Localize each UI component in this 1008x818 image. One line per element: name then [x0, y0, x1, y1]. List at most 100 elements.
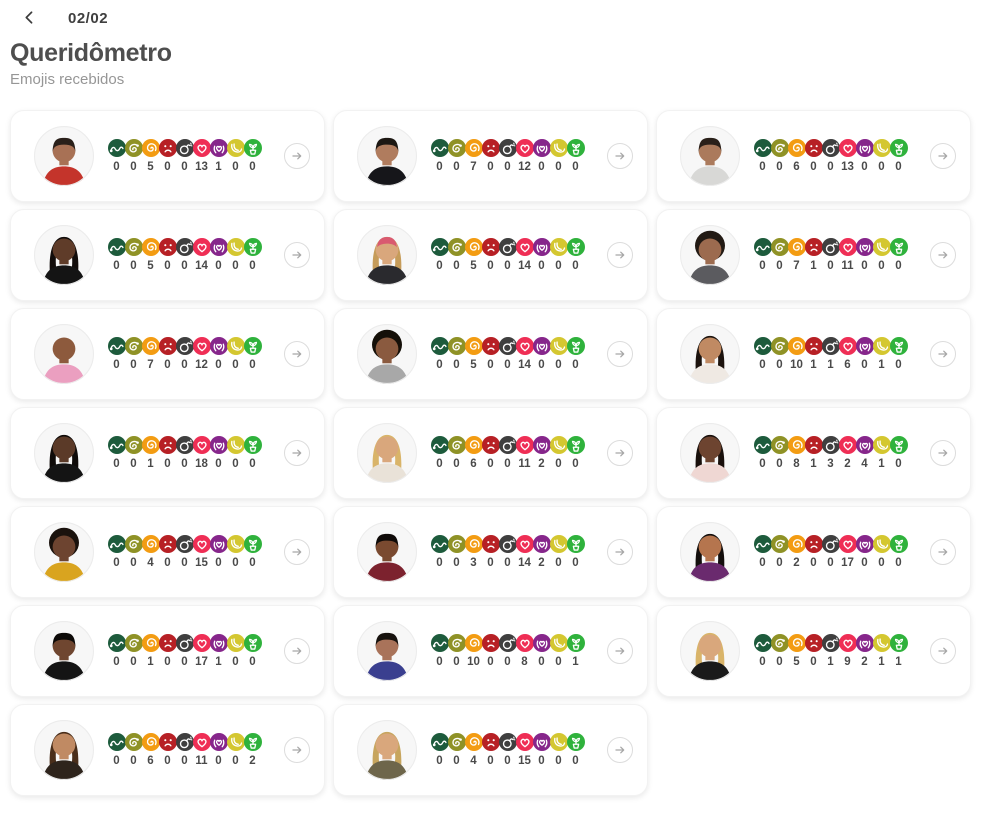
emoji-count: 0: [861, 260, 868, 272]
participant-card-14: 0 0 3 0 0 14 2 0 0: [333, 506, 648, 598]
emoji-count: 4: [470, 755, 477, 767]
plant-icon: [567, 634, 585, 652]
back-button[interactable]: [22, 10, 38, 27]
emoji-block: 0 0 6 0 0 11 2 0 0: [431, 436, 585, 470]
banana-icon: [550, 535, 568, 553]
worm-icon: [448, 733, 466, 751]
arrow-right-icon: [289, 742, 305, 758]
heart-hands-icon: [533, 139, 551, 157]
swirl-face-icon: [142, 535, 160, 553]
card-detail-arrow-button[interactable]: [284, 242, 310, 268]
card-detail-arrow-button[interactable]: [284, 539, 310, 565]
emoji-count: 1: [878, 458, 885, 470]
emoji-count: 1: [810, 359, 817, 371]
plant-icon: [244, 535, 262, 553]
heart-hands-icon: [533, 733, 551, 751]
emoji-count: 0: [113, 755, 120, 767]
emoji-count: 0: [538, 161, 545, 173]
emoji-count: 0: [436, 656, 443, 668]
emoji-count: 0: [504, 755, 511, 767]
banana-icon: [550, 139, 568, 157]
emoji-count: 0: [181, 557, 188, 569]
emoji-row: [108, 337, 262, 355]
emoji-count: 0: [487, 161, 494, 173]
counts-row: 0 0 6 0 0 13 0 0 0: [754, 161, 907, 173]
worm-icon: [771, 139, 789, 157]
emoji-count: 12: [518, 161, 531, 173]
banana-icon: [550, 337, 568, 355]
emoji-count: 0: [232, 656, 239, 668]
card-detail-arrow-button[interactable]: [284, 440, 310, 466]
heart-icon: [193, 436, 211, 454]
heart-icon: [193, 238, 211, 256]
arrow-right-icon: [612, 742, 628, 758]
card-detail-arrow-button[interactable]: [284, 737, 310, 763]
snake-icon: [754, 139, 772, 157]
card-detail-arrow-button[interactable]: [284, 143, 310, 169]
worm-icon: [125, 634, 143, 652]
emoji-count: 1: [147, 458, 154, 470]
emoji-count: 0: [130, 656, 137, 668]
emoji-count: 0: [130, 359, 137, 371]
arrow-right-icon: [289, 346, 305, 362]
plant-icon: [244, 337, 262, 355]
sad-face-icon: [805, 238, 823, 256]
emoji-block: 0 0 1 0 0 17 1 0 0: [108, 634, 262, 668]
bomb-icon: [176, 337, 194, 355]
plant-icon: [890, 535, 908, 553]
avatar: [679, 323, 741, 385]
emoji-count: 0: [249, 359, 256, 371]
worm-icon: [125, 535, 143, 553]
counts-row: 0 0 10 0 0 8 0 0 1: [431, 656, 584, 668]
plant-icon: [567, 436, 585, 454]
emoji-block: 0 0 5 0 0 13 1 0 0: [108, 139, 262, 173]
participant-card-17: 0 0 10 0 0 8 0 0 1: [333, 605, 648, 697]
emoji-count: 0: [878, 161, 885, 173]
heart-icon: [839, 436, 857, 454]
worm-icon: [448, 535, 466, 553]
sad-face-icon: [805, 337, 823, 355]
emoji-count: 0: [130, 260, 137, 272]
emoji-count: 0: [453, 359, 460, 371]
plant-icon: [567, 535, 585, 553]
emoji-row: [108, 634, 262, 652]
card-detail-arrow-button[interactable]: [607, 539, 633, 565]
card-detail-arrow-button[interactable]: [930, 242, 956, 268]
counts-row: 0 0 6 0 0 11 2 0 0: [431, 458, 584, 470]
card-detail-arrow-button[interactable]: [930, 539, 956, 565]
card-detail-arrow-button[interactable]: [284, 341, 310, 367]
emoji-count: 15: [518, 755, 531, 767]
card-detail-arrow-button[interactable]: [607, 737, 633, 763]
emoji-count: 0: [453, 755, 460, 767]
card-detail-arrow-button[interactable]: [607, 638, 633, 664]
card-detail-arrow-button[interactable]: [930, 341, 956, 367]
emoji-count: 13: [195, 161, 208, 173]
emoji-row: [431, 733, 585, 751]
card-detail-arrow-button[interactable]: [930, 143, 956, 169]
emoji-count: 0: [181, 755, 188, 767]
card-detail-arrow-button[interactable]: [607, 341, 633, 367]
participant-card-1: 0 0 5 0 0 13 1 0 0: [10, 110, 325, 202]
emoji-count: 0: [487, 458, 494, 470]
card-detail-arrow-button[interactable]: [607, 242, 633, 268]
emoji-count: 0: [436, 458, 443, 470]
emoji-count: 7: [147, 359, 154, 371]
heart-hands-icon: [533, 436, 551, 454]
avatar: [356, 125, 418, 187]
emoji-count: 10: [467, 656, 480, 668]
plant-icon: [890, 139, 908, 157]
card-detail-arrow-button[interactable]: [607, 143, 633, 169]
heart-icon: [516, 139, 534, 157]
plant-icon: [244, 139, 262, 157]
heart-hands-icon: [856, 139, 874, 157]
emoji-count: 0: [130, 755, 137, 767]
banana-icon: [227, 238, 245, 256]
bomb-icon: [499, 139, 517, 157]
card-detail-arrow-button[interactable]: [930, 440, 956, 466]
card-detail-arrow-button[interactable]: [607, 440, 633, 466]
card-detail-arrow-button[interactable]: [284, 638, 310, 664]
card-detail-arrow-button[interactable]: [930, 638, 956, 664]
emoji-row: [108, 733, 262, 751]
emoji-count: 0: [453, 458, 460, 470]
